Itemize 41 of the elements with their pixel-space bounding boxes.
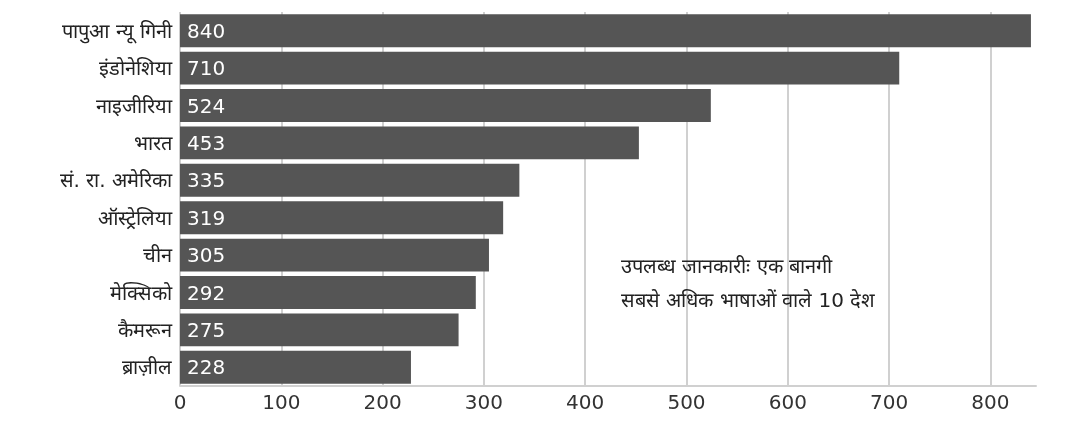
x-tick-label: 700 [870,390,909,414]
x-tick-label: 500 [667,390,706,414]
y-tick-label: इंडोनेशिया [99,56,173,81]
data-label: 319 [187,205,226,230]
bar [180,238,489,272]
bar [180,126,639,160]
y-tick-label: चीन [143,243,173,268]
y-tick-label: कैमरून [118,317,173,342]
text: उपलब्ध जानकारीः एक बानगी [621,254,834,278]
text: सबसे अधिक भाषाओं वाले 10 देश [621,288,876,312]
data-label: 524 [187,93,226,118]
y-tick-label: सं. रा. अमेरिका [59,168,173,193]
data-label: 840 [187,18,226,43]
x-tick-label: 100 [262,390,301,414]
bar [180,201,504,235]
x-tick-label: 0 [173,390,187,414]
y-tick-label: ऑस्ट्रेलिया [98,205,173,230]
bar [180,89,711,122]
y-tick-label: भारत [134,130,173,155]
y-tick-label: पापुआ न्यू गिनी [62,18,173,44]
x-tick-label: 800 [971,390,1010,414]
bar [180,51,900,85]
data-label: 710 [187,56,226,81]
data-label: 275 [187,317,226,342]
data-label: 228 [187,355,226,380]
bar [180,276,476,309]
x-tick-label: 200 [363,390,402,414]
y-tick-label: नाइजीरिया [96,93,173,118]
x-tick-label: 300 [464,390,503,414]
x-tick-label: 600 [768,390,807,414]
data-label: 335 [187,168,226,193]
bar [180,163,520,197]
bar [180,313,459,347]
x-tick-label: 400 [566,390,605,414]
bar [180,14,1031,48]
data-label: 305 [187,243,226,268]
data-label: 453 [187,130,226,155]
y-tick-label: ब्राज़ील [122,355,172,380]
bar [180,350,411,384]
y-tick-label: मेक्सिको [110,280,173,305]
data-label: 292 [187,280,226,305]
